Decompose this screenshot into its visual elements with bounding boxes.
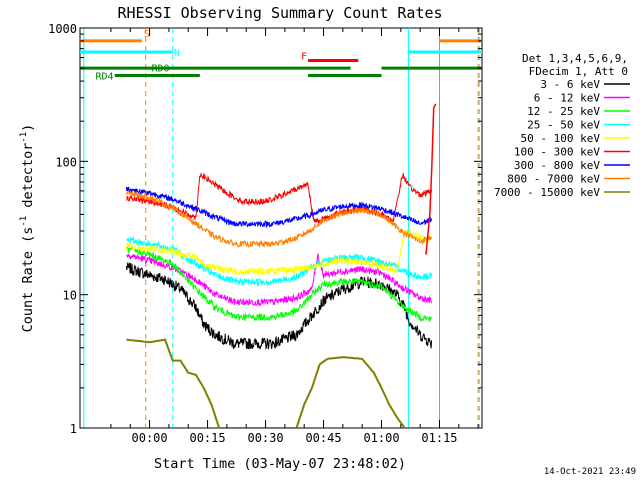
legend-label-3: 25 - 50 keV [527,119,600,132]
flare-spike [425,103,437,255]
status-bar-label-n: N [174,48,180,59]
legend-header-1: FDecim 1, Att 0 [529,65,628,78]
y-axis-label-main: Count Rate (s [20,227,36,333]
x-tick-label: 00:15 [189,431,225,445]
series-group [125,103,437,428]
legend-header-0: Det 1,3,4,5,6,9, [522,52,628,65]
y-tick-label: 100 [55,155,77,169]
y-tick-label: 1000 [48,22,77,36]
x-tick-label: 00:30 [247,431,283,445]
chart-title: RHESSI Observing Summary Count Rates [117,4,442,22]
y-axis-label-end: ) [20,124,36,132]
legend-label-4: 50 - 100 keV [521,132,601,145]
series-line-1 [126,253,433,307]
y-axis-label: Count Rate (s-1 detector-1) [19,124,36,333]
status-bar-label-s: S [144,29,150,40]
y-axis-label-sup: -1 [19,216,29,227]
legend-label-7: 800 - 7000 keV [507,173,600,186]
timestamp: 14-Oct-2021 23:49 [544,467,636,477]
legend-label-6: 300 - 800 keV [514,159,600,172]
series-line-2 [126,246,433,323]
legend-label-2: 12 - 25 keV [527,105,600,118]
x-tick-label: 01:15 [421,431,457,445]
x-tick-label: 00:00 [132,431,168,445]
x-tick-label: 00:45 [305,431,341,445]
plot-frame [79,27,483,429]
series-line-4 [125,228,432,276]
plot-area: S N F RD0 RD4 00:00 00:15 00:30 00:45 01:00 01:15 1… [48,22,483,445]
legend-label-0: 3 - 6 keV [540,78,600,91]
x-tick-label: 01:00 [363,431,399,445]
series-line-7 [125,189,433,249]
legend-label-8: 7000 - 15000 keV [494,186,600,199]
legend-label-1: 6 - 12 keV [534,92,601,105]
x-axis-label: Start Time (03-May-07 23:48:02) [154,456,406,472]
series-line-6 [125,186,433,229]
y-tick-label: 10 [63,289,77,303]
legend: Det 1,3,4,5,6,9,FDecim 1, Att 03 - 6 keV… [494,52,630,199]
y-tick-label: 1 [70,422,77,436]
status-bar-label-rd0: RD0 [152,64,170,75]
y-axis-label-sup2: -1 [19,132,29,143]
series-line-8 [126,338,432,428]
y-axis-label-mid: detector [20,143,36,216]
series-line-0 [125,262,433,350]
status-bar-label-f: F [301,52,307,63]
legend-label-5: 100 - 300 keV [514,146,600,159]
status-bar-label-rd4: RD4 [95,72,113,83]
